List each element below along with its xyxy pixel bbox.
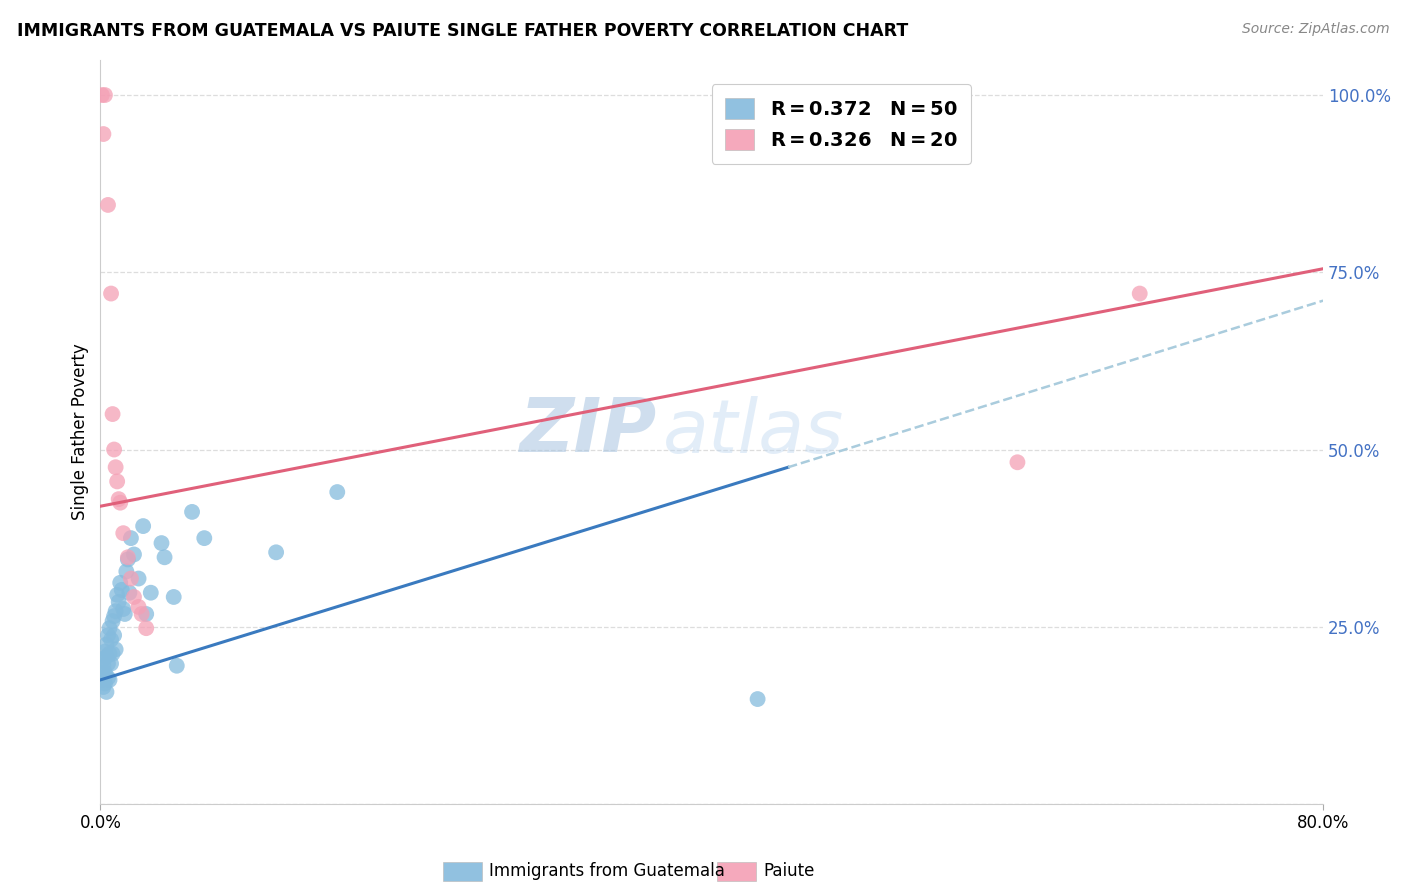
Point [120, 531, 142, 545]
Text: Immigrants from Guatemala: Immigrants from Guatemala [489, 863, 725, 880]
Point [128, 572, 150, 586]
Point [98, 673, 121, 687]
Point [96, 638, 118, 652]
Point [112, 602, 135, 616]
Point [94, 88, 117, 103]
Point [93, 127, 115, 141]
Point [150, 536, 173, 550]
Point [122, 548, 145, 562]
Point [112, 526, 135, 541]
Point [163, 590, 186, 604]
Point [103, 609, 125, 624]
Point [135, 607, 157, 621]
Point [104, 642, 127, 657]
Point [264, 545, 287, 559]
Point [181, 505, 204, 519]
Point [93, 680, 115, 694]
Text: Source: ZipAtlas.com: Source: ZipAtlas.com [1241, 22, 1389, 37]
Point [97, 198, 120, 212]
Text: atlas: atlas [662, 396, 844, 467]
Point [107, 492, 129, 507]
Point [93, 651, 115, 665]
Point [103, 442, 125, 457]
Point [115, 565, 138, 579]
Text: ZIP: ZIP [519, 395, 657, 468]
Point [166, 658, 188, 673]
Point [104, 604, 127, 618]
Point [90, 88, 112, 103]
Point [117, 550, 139, 565]
Point [96, 649, 118, 664]
Point [114, 607, 136, 621]
Point [122, 590, 145, 604]
Point [128, 599, 150, 614]
Point [101, 407, 124, 421]
Point [97, 671, 120, 685]
Y-axis label: Single Father Poverty: Single Father Poverty [72, 343, 89, 520]
Point [94, 665, 117, 680]
Point [96, 685, 118, 699]
Point [747, 692, 769, 706]
Point [118, 585, 141, 599]
Point [110, 496, 132, 510]
Point [104, 460, 127, 475]
Point [90, 673, 112, 687]
Point [111, 582, 134, 597]
Point [94, 644, 117, 658]
Point [132, 519, 155, 533]
Point [98, 647, 121, 661]
Point [139, 585, 162, 599]
Point [98, 621, 121, 635]
Point [97, 657, 120, 671]
Point [1129, 286, 1152, 301]
Point [101, 614, 124, 628]
Point [135, 621, 157, 635]
Point [100, 286, 122, 301]
Point [1007, 455, 1029, 469]
Point [105, 588, 128, 602]
Point [90, 665, 112, 680]
Point [101, 647, 124, 661]
Point [153, 550, 176, 565]
Point [103, 628, 125, 642]
Point [100, 632, 122, 647]
Text: Paiute: Paiute [763, 863, 815, 880]
Point [100, 657, 122, 671]
Point [105, 475, 128, 489]
Point [94, 671, 117, 685]
Point [326, 485, 349, 500]
Point [93, 658, 115, 673]
Legend: $\bf{R = 0.372}$   $\bf{N = 50}$, $\bf{R = 0.326}$   $\bf{N = 20}$: $\bf{R = 0.372}$ $\bf{N = 50}$, $\bf{R =… [711, 84, 972, 163]
Text: IMMIGRANTS FROM GUATEMALA VS PAIUTE SINGLE FATHER POVERTY CORRELATION CHART: IMMIGRANTS FROM GUATEMALA VS PAIUTE SING… [17, 22, 908, 40]
Point [94, 676, 117, 690]
Point [117, 552, 139, 566]
Point [193, 531, 215, 545]
Point [107, 595, 129, 609]
Point [131, 607, 153, 621]
Point [120, 572, 142, 586]
Point [110, 575, 132, 590]
Point [97, 628, 120, 642]
